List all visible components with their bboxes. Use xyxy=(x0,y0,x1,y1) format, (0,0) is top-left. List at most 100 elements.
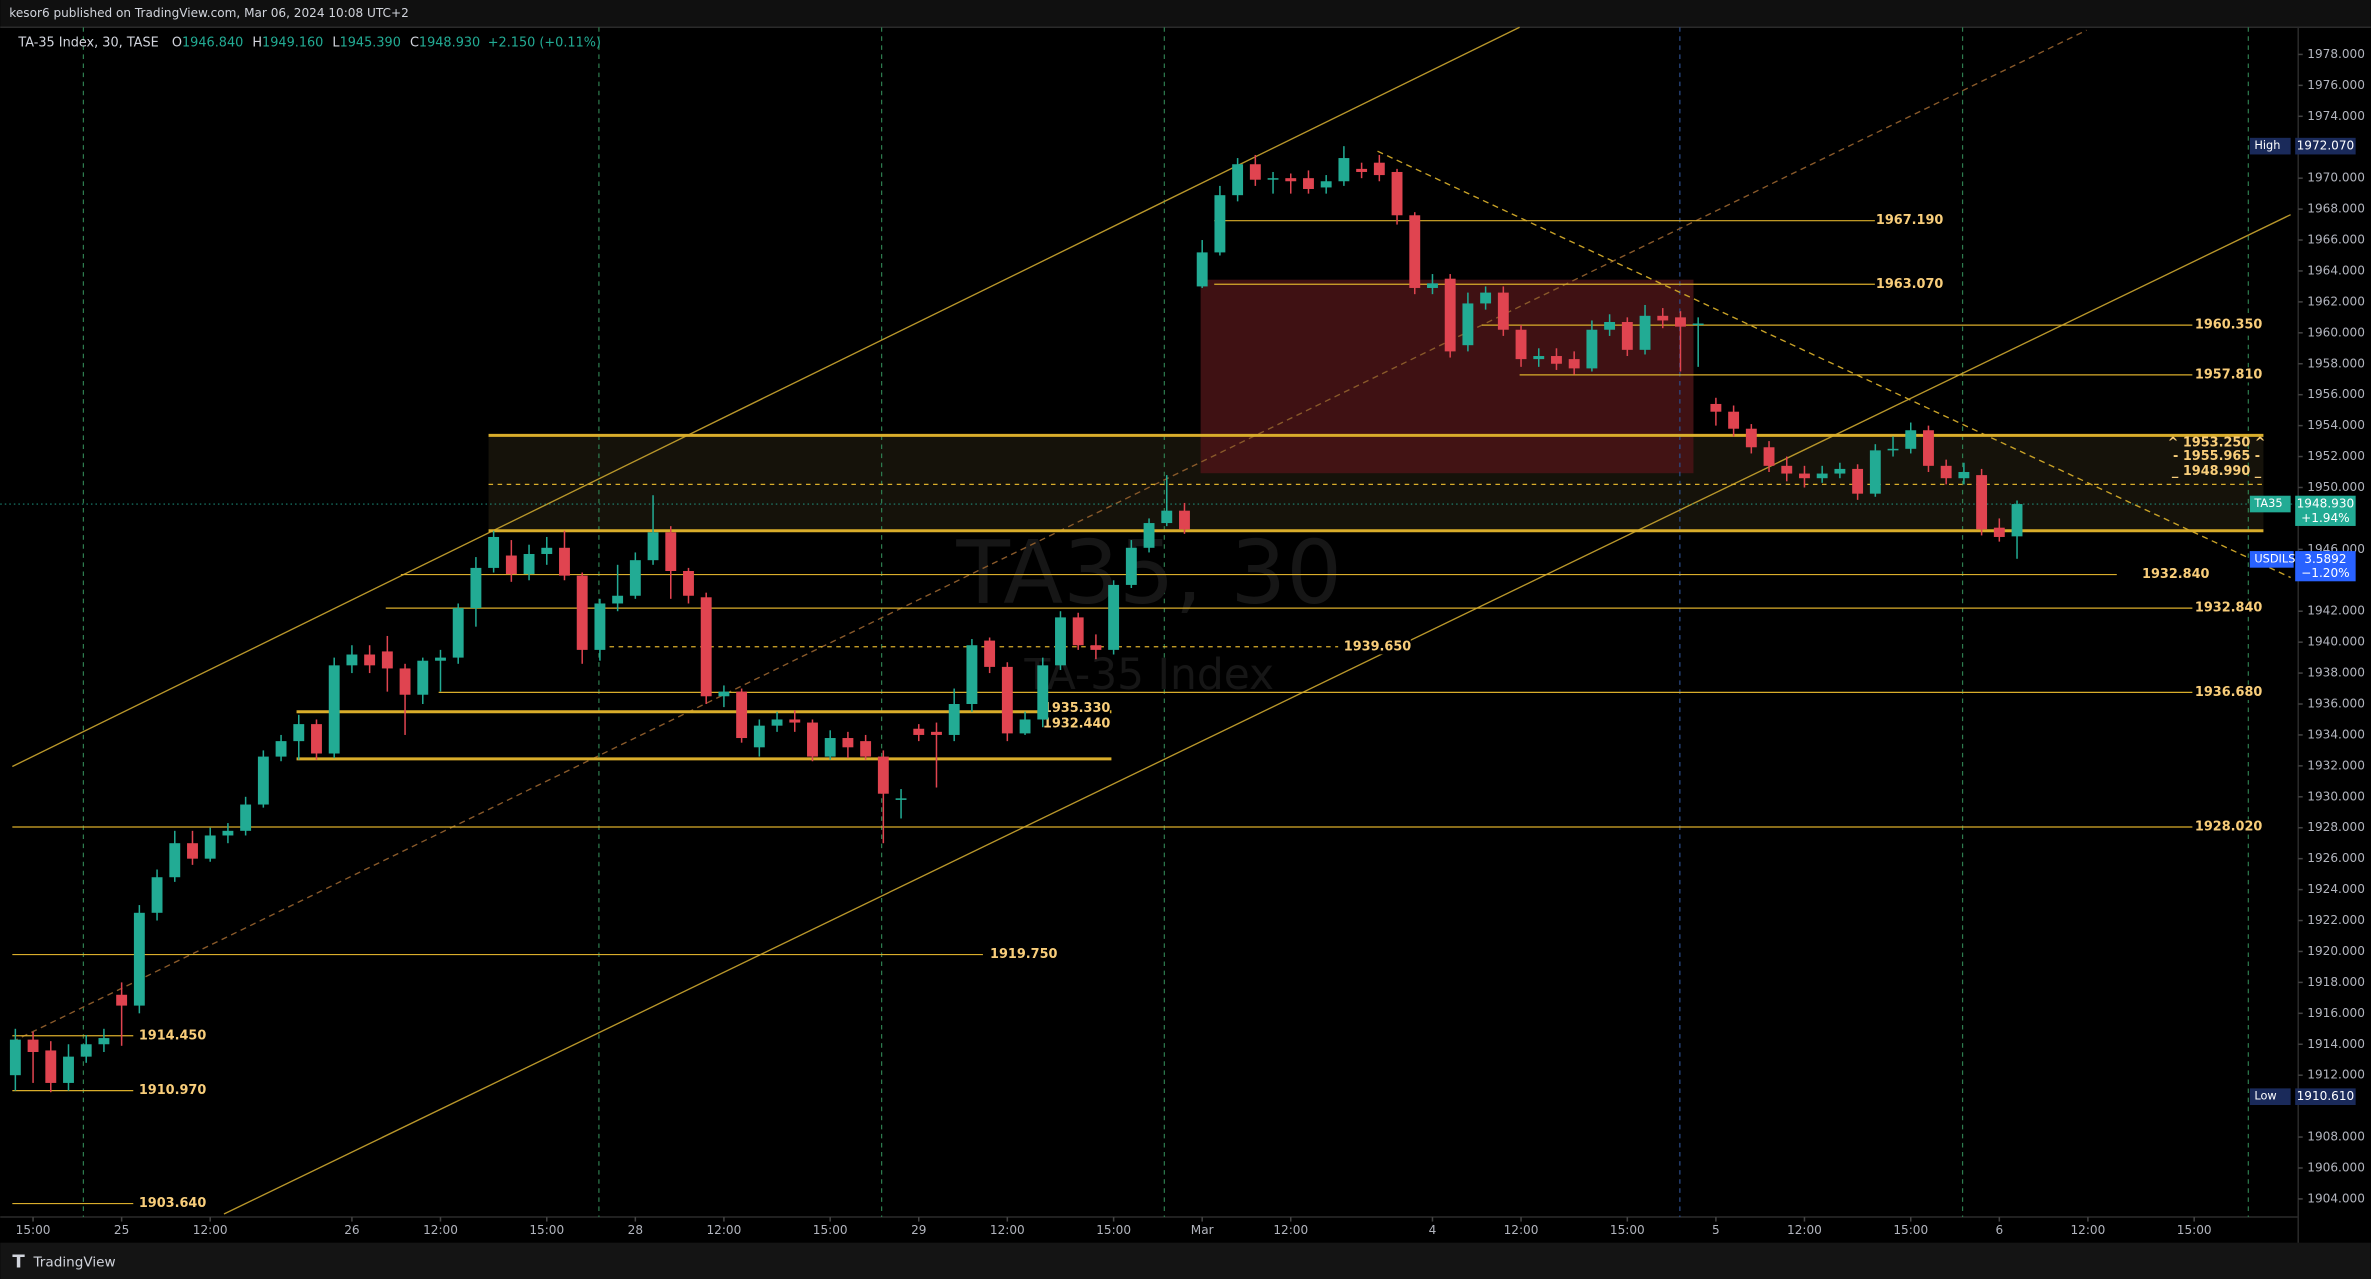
level-label: 1963.070 xyxy=(1876,277,1943,292)
candle-body xyxy=(1303,178,1314,189)
candle-body xyxy=(1568,359,1580,369)
candle-body xyxy=(718,691,730,697)
level-label: 1960.350 xyxy=(2195,318,2262,333)
y-tick-label: 1934.000 xyxy=(2307,727,2365,741)
level-label-bg xyxy=(2195,367,2262,383)
level-label-bg xyxy=(2195,600,2262,616)
x-tick-label: 26 xyxy=(344,1223,359,1237)
x-tick-label: 5 xyxy=(1712,1223,1720,1237)
legend-key: O xyxy=(172,35,182,50)
y-tick-label: 1930.000 xyxy=(2307,789,2365,803)
candle-body xyxy=(1692,323,1704,326)
candle-body xyxy=(1887,448,1899,451)
x-tick-label: 29 xyxy=(911,1223,926,1237)
candle-body xyxy=(1621,321,1633,350)
y-tick-label: 1924.000 xyxy=(2307,882,2365,896)
candle-body xyxy=(647,532,659,561)
candle-body xyxy=(1373,162,1385,176)
badge-name-bg xyxy=(2249,495,2291,513)
candle-body xyxy=(1037,665,1049,720)
badge-name: High xyxy=(2254,138,2280,152)
y-tick-label: 1960.000 xyxy=(2307,325,2365,339)
candle-body xyxy=(1834,468,1846,474)
candle-body xyxy=(736,691,748,739)
y-tick-label: 1962.000 xyxy=(2307,294,2365,308)
candle-body xyxy=(1940,465,1952,479)
candle-body xyxy=(966,645,978,705)
level-note: ^ 1953.250 ^ xyxy=(2168,435,2266,450)
x-tick-label: 12:00 xyxy=(2070,1223,2105,1237)
candle-body xyxy=(311,724,322,754)
level-label: 1967.190 xyxy=(1876,213,1943,228)
badge-value: 1972.070 xyxy=(2297,139,2355,153)
x-tick-label: Mar xyxy=(1191,1223,1214,1237)
candle-body xyxy=(1533,356,1545,360)
candle-body xyxy=(1551,356,1562,364)
candle-body xyxy=(1161,510,1173,524)
candle-body xyxy=(1480,292,1492,304)
candle-body xyxy=(1338,158,1350,182)
y-tick-label: 1940.000 xyxy=(2307,635,2365,649)
candle-body xyxy=(222,830,234,836)
candle-body xyxy=(1285,178,1297,182)
header-bar xyxy=(0,0,2371,28)
candle-body xyxy=(1799,473,1810,479)
candle-body xyxy=(842,738,854,748)
level-label: 1935.330 xyxy=(1043,701,1110,716)
legend-value: 1945.390 xyxy=(340,35,401,50)
candle-body xyxy=(2011,504,2023,537)
x-tick-label: 6 xyxy=(1995,1223,2003,1237)
level-label-bg xyxy=(1876,213,1943,229)
candle-body xyxy=(1179,510,1190,530)
candle-body xyxy=(877,756,889,794)
candle-body xyxy=(1409,215,1421,288)
candle-body xyxy=(204,835,216,859)
y-tick-label: 1914.000 xyxy=(2307,1037,2365,1051)
badge-name-bg xyxy=(2249,551,2294,568)
legend-key: C xyxy=(410,35,419,50)
candle-body xyxy=(505,555,517,575)
badge-name: USDILS xyxy=(2254,551,2295,565)
level-label-bg xyxy=(139,1028,206,1044)
x-tick-label: 15:00 xyxy=(529,1223,564,1237)
candle-body xyxy=(488,536,500,568)
candle-body xyxy=(133,912,145,1006)
level-label: 1936.680 xyxy=(2195,685,2262,700)
level-note: _ 1948.990 _ xyxy=(2172,464,2262,479)
candle-body xyxy=(45,1050,57,1083)
candle-body xyxy=(1427,283,1438,288)
candle-body xyxy=(1497,292,1509,330)
y-tick-label: 1906.000 xyxy=(2307,1160,2365,1174)
candle-body xyxy=(63,1056,74,1083)
x-tick-label: 12:00 xyxy=(1504,1223,1539,1237)
candle-body xyxy=(1143,523,1155,548)
candle-body xyxy=(559,547,570,576)
candle-body xyxy=(594,603,606,650)
candle-body xyxy=(753,725,765,748)
candle-body xyxy=(523,553,535,575)
level-label: 1928.020 xyxy=(2195,819,2262,834)
footer-bar xyxy=(0,1242,2371,1279)
candle-body xyxy=(1072,617,1084,646)
candle-body xyxy=(1196,252,1208,287)
candle-body xyxy=(1232,164,1244,196)
y-tick-label: 1928.000 xyxy=(2307,820,2365,834)
level-label: 1932.840 xyxy=(2142,567,2209,582)
candle-body xyxy=(435,657,446,661)
candle-body xyxy=(683,570,694,596)
candle-body xyxy=(452,608,464,658)
x-tick-label: 28 xyxy=(628,1223,643,1237)
legend-value: 1948.930 xyxy=(419,35,480,50)
x-tick-label: 15:00 xyxy=(16,1223,51,1237)
candle-body xyxy=(151,877,163,913)
session-lines xyxy=(82,27,2249,1218)
y-tick-label: 1976.000 xyxy=(2307,78,2365,92)
badge-name: Low xyxy=(2254,1089,2276,1103)
candle-body xyxy=(1108,584,1120,650)
badge-value-bg xyxy=(2295,137,2356,155)
badge-value: 1948.930 xyxy=(2297,497,2355,511)
badge-name: TA35 xyxy=(2253,496,2282,510)
legend-change: +2.150 (+0.11%) xyxy=(488,35,601,50)
level-label-bg xyxy=(1876,276,1943,292)
y-tick-label: 1978.000 xyxy=(2307,47,2365,61)
